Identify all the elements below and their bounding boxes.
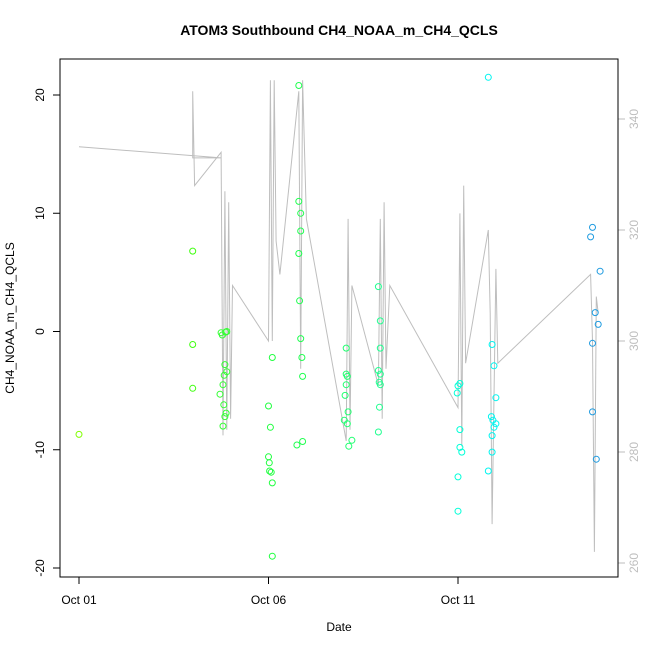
data-point — [268, 479, 276, 487]
y-axis-label: CH4_NOAA_m_CH4_QCLS — [3, 242, 17, 393]
data-point — [295, 82, 303, 89]
x-tick-label: Oct 01 — [61, 593, 97, 607]
data-point — [487, 413, 495, 421]
data-point — [488, 432, 496, 440]
scatter-points — [75, 73, 604, 560]
data-point — [376, 381, 384, 389]
data-point — [587, 233, 595, 241]
y-tick-label: -10 — [33, 441, 47, 459]
data-point — [376, 370, 384, 378]
data-point — [220, 371, 228, 379]
right-axis-series-line — [78, 80, 599, 552]
data-point — [490, 423, 498, 431]
data-point — [219, 422, 227, 430]
data-point — [295, 197, 303, 205]
data-point — [221, 361, 229, 369]
x-tick-label: Oct 11 — [441, 593, 476, 607]
data-point — [488, 448, 496, 456]
data-point — [221, 413, 229, 421]
data-point — [341, 391, 349, 399]
data-point — [75, 430, 83, 438]
data-point — [348, 436, 356, 444]
data-point — [490, 362, 498, 370]
data-point — [589, 339, 596, 347]
data-point — [492, 394, 500, 402]
right-tick-label: 280 — [627, 442, 641, 462]
data-point — [591, 309, 599, 317]
data-point — [297, 209, 305, 217]
y-tick-label: 20 — [33, 88, 47, 102]
data-point — [223, 328, 231, 335]
data-point — [456, 443, 464, 451]
data-point — [592, 455, 600, 463]
data-point — [345, 442, 353, 450]
data-point — [492, 420, 500, 428]
data-point — [266, 467, 274, 475]
data-point — [456, 380, 464, 387]
data-point — [216, 390, 224, 398]
data-point — [344, 408, 352, 416]
data-point — [374, 428, 382, 436]
chart-title: ATOM3 Southbound CH4_NOAA_m_CH4_QCLS — [180, 22, 498, 38]
data-point — [299, 372, 307, 380]
data-point — [298, 354, 306, 361]
data-point — [342, 381, 350, 389]
data-point — [266, 423, 274, 431]
data-point — [453, 389, 461, 397]
data-point — [220, 401, 228, 409]
data-point — [376, 317, 384, 325]
right-tick-label: 320 — [627, 220, 641, 240]
y-tick-label: -20 — [33, 559, 47, 577]
data-point — [297, 335, 305, 343]
data-point — [222, 409, 230, 417]
data-point — [374, 367, 382, 374]
data-point — [376, 403, 383, 411]
data-point — [343, 420, 351, 428]
data-point — [296, 297, 304, 305]
y-tick-label: 10 — [33, 206, 47, 220]
data-point — [189, 341, 197, 348]
data-point — [374, 283, 382, 291]
data-point — [488, 341, 496, 348]
data-point — [343, 372, 351, 380]
plot-frame — [59, 58, 619, 578]
data-point — [268, 552, 276, 560]
data-point — [589, 408, 596, 416]
data-point — [484, 73, 492, 81]
series-line — [78, 80, 599, 552]
axes: Oct 01 Oct 06 Oct 11 -20 -10 0 10 20 260 280 300 32… — [33, 88, 641, 607]
data-point — [219, 381, 227, 389]
x-axis-label: Date — [326, 620, 352, 634]
data-point — [342, 344, 350, 352]
data-point — [594, 320, 602, 328]
data-point — [189, 247, 197, 255]
data-point — [265, 402, 272, 410]
y-tick-label: 0 — [33, 328, 47, 335]
data-point — [297, 227, 305, 235]
data-point — [265, 453, 272, 461]
data-point — [484, 467, 492, 475]
data-point — [376, 344, 384, 352]
data-point — [267, 468, 275, 476]
x-tick-label: Oct 06 — [251, 593, 287, 607]
right-tick-label: 340 — [627, 109, 641, 129]
data-point — [458, 448, 466, 456]
data-point — [456, 426, 464, 434]
data-point — [589, 223, 596, 231]
right-tick-label: 300 — [627, 331, 641, 351]
right-tick-label: 260 — [627, 553, 641, 573]
data-point — [454, 473, 462, 481]
data-point — [189, 384, 197, 392]
data-point — [299, 438, 307, 445]
data-point — [293, 441, 301, 449]
data-point — [295, 250, 303, 257]
data-point — [596, 267, 604, 275]
data-point — [268, 354, 276, 361]
data-point — [454, 507, 462, 515]
data-point — [265, 459, 273, 467]
